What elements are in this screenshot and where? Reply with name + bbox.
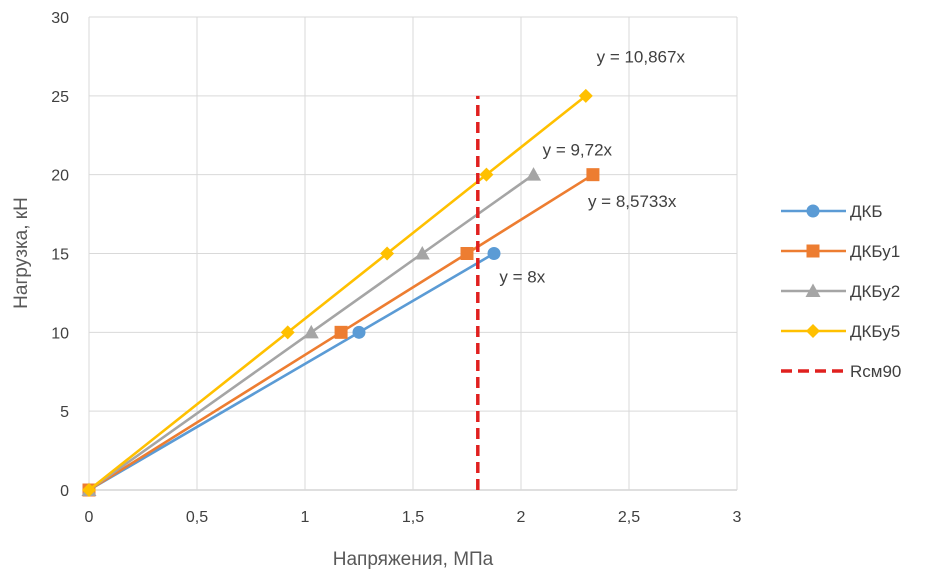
gridlines [88, 16, 738, 491]
trendline-equation-label: y = 8,5733x [588, 192, 677, 211]
legend-marker [806, 244, 820, 258]
data-point [578, 88, 593, 103]
legend-entry: ДКБу5 [781, 322, 900, 341]
legend-label: ДКБу5 [850, 322, 900, 341]
x-tick-label: 0 [85, 509, 94, 526]
legend-marker [806, 324, 820, 338]
x-tick-label: 3 [733, 509, 742, 526]
y-tick-label: 15 [51, 247, 69, 264]
x-tick-label: 2,5 [618, 509, 640, 526]
data-point [487, 247, 501, 260]
x-tick-label: 0,5 [186, 509, 208, 526]
y-tick-label: 20 [51, 168, 69, 185]
legend-label: Rсм90 [850, 362, 901, 381]
data-point [280, 325, 295, 340]
y-tick-label: 0 [60, 483, 69, 500]
y-tick-label: 10 [51, 325, 69, 342]
series-plot [81, 88, 600, 497]
series-ДКБ [82, 247, 501, 497]
legend-entry: Rсм90 [781, 362, 901, 381]
legend-marker [806, 204, 820, 218]
x-tick-label: 1 [301, 509, 310, 526]
series-line [88, 94, 587, 492]
legend-label: ДКБу1 [850, 242, 900, 261]
y-axis-title: Нагрузка, кН [11, 197, 32, 309]
legend-entry: ДКБ [781, 202, 883, 221]
series-line [88, 252, 495, 492]
trendline-labels: y = 8x y = 8,5733x y = 9,72x y = 10,867x [499, 48, 685, 287]
data-point [526, 167, 542, 181]
data-point [334, 325, 348, 339]
data-point [460, 247, 474, 260]
legend-entry: ДКБу2 [781, 282, 900, 301]
x-axis-title: Напряжения, МПа [333, 549, 494, 570]
data-point [414, 246, 430, 260]
data-point [380, 246, 395, 261]
series-ДКБу2 [81, 167, 542, 496]
legend-label: ДКБу2 [850, 282, 900, 301]
y-tick-label: 5 [60, 404, 69, 421]
legend-label: ДКБ [850, 202, 883, 221]
data-point [82, 483, 96, 497]
trendline-equation-label: y = 9,72x [543, 141, 613, 160]
data-point [479, 167, 494, 182]
legend-marker [805, 283, 821, 297]
legend-entry: ДКБу1 [781, 242, 900, 261]
y-tick-label: 25 [51, 89, 69, 106]
trendline-equation-label: y = 8x [499, 268, 545, 287]
series-ДКБу5 [82, 88, 593, 497]
data-point [586, 168, 600, 182]
tick-labels: 0 5 10 15 20 25 30 0 0,5 1 1,5 2 2,5 3 [51, 10, 741, 526]
data-point [352, 325, 366, 339]
y-tick-label: 30 [51, 10, 69, 27]
x-tick-label: 1,5 [402, 509, 424, 526]
trendline-equation-label: y = 10,867x [597, 48, 686, 67]
data-point [303, 324, 319, 339]
legend: ДКБ ДКБу1 ДКБу2 ДКБу5 Rсм90 [781, 202, 901, 381]
x-tick-label: 2 [517, 509, 526, 526]
series-line [88, 173, 594, 492]
